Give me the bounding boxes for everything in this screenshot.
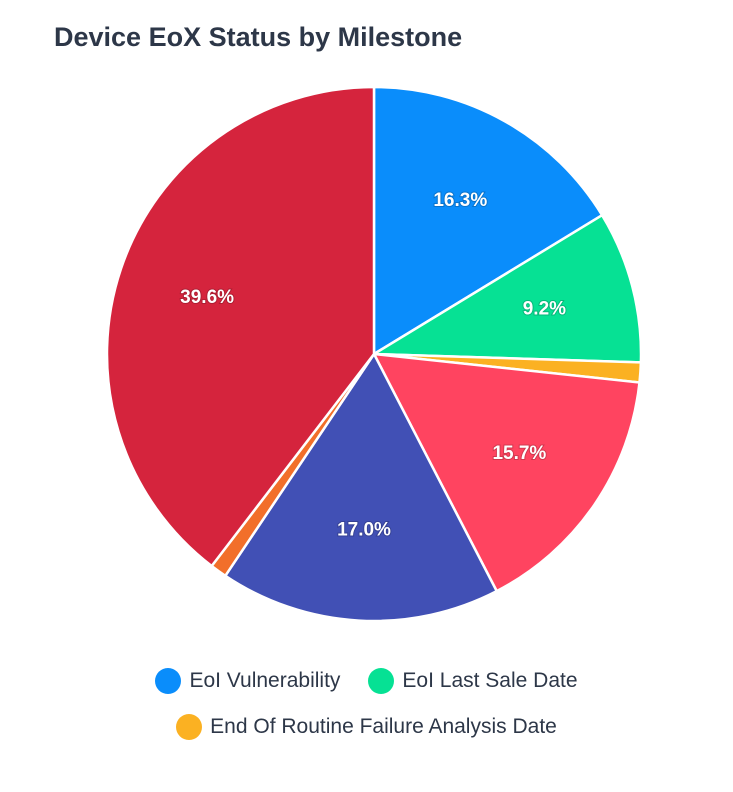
pie-slice-3[interactable] — [372, 352, 641, 593]
legend-item[interactable]: End Of Routine Failure Analysis Date — [176, 714, 557, 740]
slice-data-label: 39.6% — [180, 287, 234, 308]
pie-slice-4[interactable] — [224, 352, 498, 623]
legend-row: EoI Vulnerability EoI Last Sale Date — [155, 668, 578, 694]
legend-item[interactable]: EoI Vulnerability — [155, 668, 340, 694]
slice-data-label: 15.7% — [492, 443, 546, 464]
chart-title: Device EoX Status by Milestone — [54, 22, 463, 52]
legend-swatch — [155, 668, 182, 694]
legend-label: End Of Routine Failure Analysis Date — [210, 715, 557, 738]
legend-label: EoI Last Sale Date — [402, 669, 578, 692]
legend-row: End Of Routine Failure Analysis Date — [176, 714, 557, 740]
legend-label: EoI Vulnerability — [189, 669, 341, 692]
legend-swatch — [176, 714, 203, 740]
slice-data-label: 17.0% — [337, 519, 391, 540]
pie-slice-6[interactable] — [105, 85, 376, 568]
legend-swatch — [368, 668, 395, 694]
slice-data-label: 16.3% — [433, 190, 487, 211]
legend-item[interactable]: EoI Last Sale Date — [368, 668, 578, 694]
chart-legend: EoI Vulnerability EoI Last Sale Date End O… — [0, 668, 733, 740]
pie-slice-1[interactable] — [372, 213, 643, 364]
slice-data-label: 9.2% — [523, 299, 566, 320]
pie-slice-0[interactable] — [372, 85, 604, 356]
pie-chart: 16.3% 9.2% 15.7% 17.0% 39.6% — [105, 85, 643, 623]
